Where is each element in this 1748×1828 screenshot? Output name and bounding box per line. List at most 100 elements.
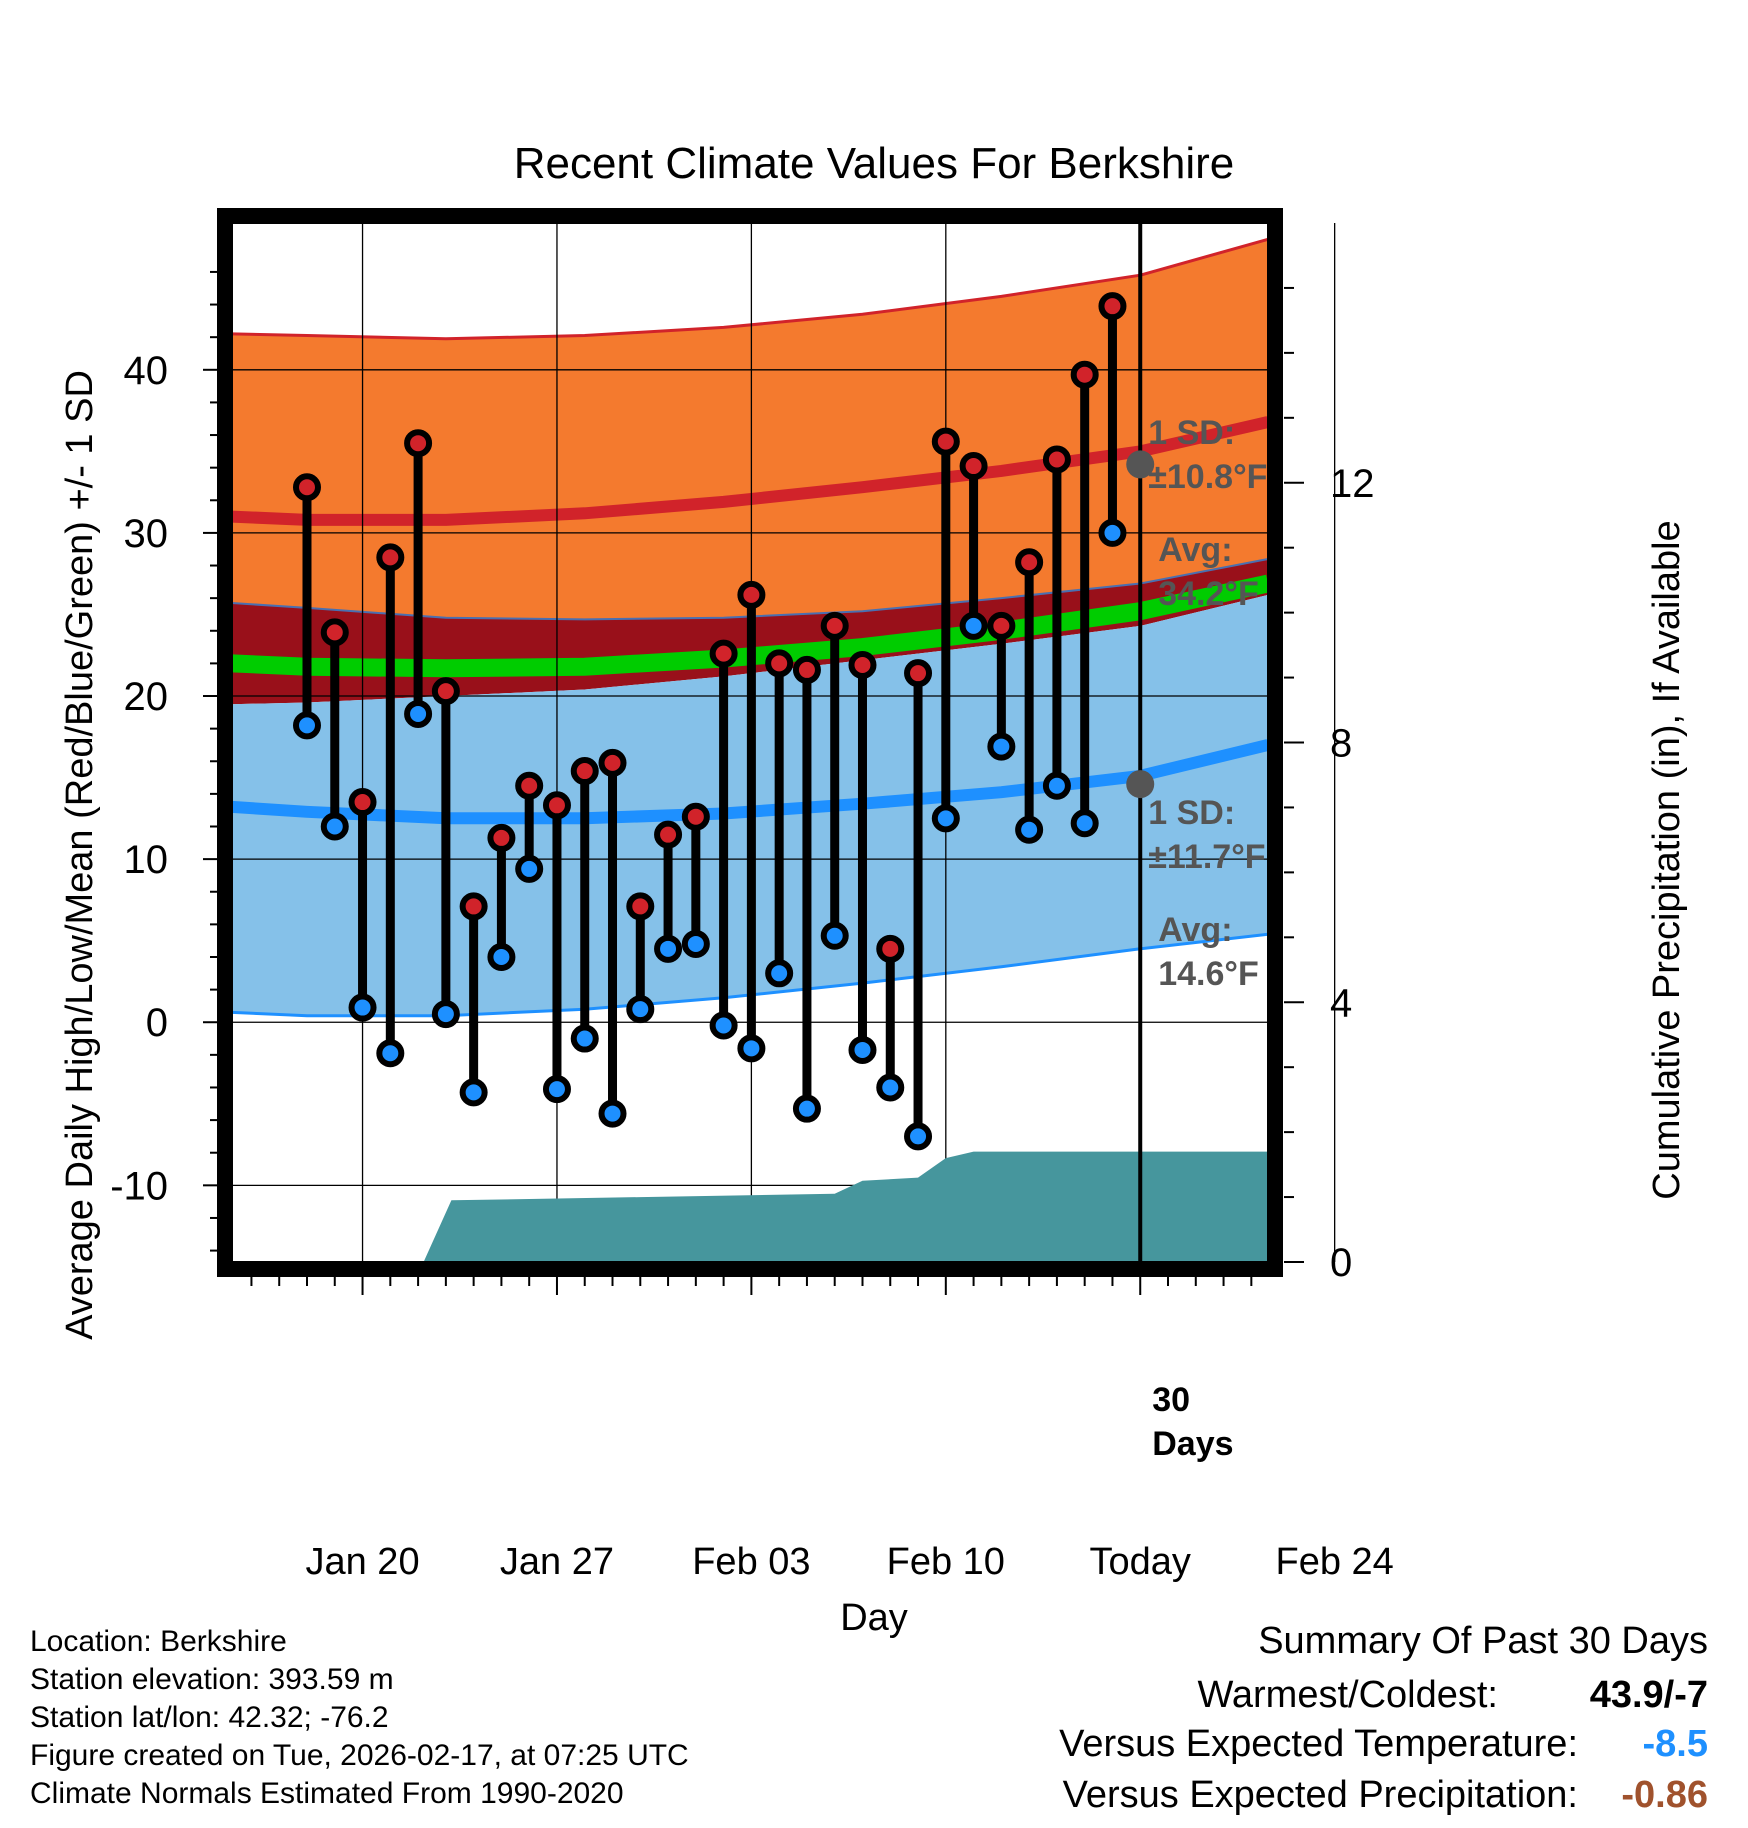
warmest-label: Warmest/Coldest:: [1197, 1674, 1498, 1716]
x-axis-label: Day: [840, 1597, 908, 1639]
x-tick-label: Feb 10: [887, 1541, 1005, 1583]
summary-panel: Summary Of Past 30 Days Warmest/Coldest:…: [808, 0, 1708, 1828]
daily-high-point: [765, 649, 794, 678]
daily-high-point: [431, 677, 460, 706]
precipitation-area: [423, 1151, 1269, 1262]
x-tick-label: Feb 24: [1276, 1541, 1394, 1583]
plot-frame: [217, 208, 1283, 1277]
y-tick-label: -10: [110, 1164, 168, 1208]
high-avg-label: 34.2°F: [1158, 575, 1259, 613]
daily-high-point: [459, 892, 488, 921]
created-text: Figure created on Tue, 2026-02-17, at 07…: [30, 1739, 689, 1772]
today-high-average-dot: [1126, 450, 1155, 479]
daily-high-point: [320, 618, 349, 647]
plot-border: [217, 208, 1283, 1277]
summary-precip-row: Versus Expected Precipitation: -0.86: [1063, 1774, 1708, 1817]
daily-low-point: [792, 1094, 821, 1123]
daily-low-point: [820, 921, 849, 950]
high-avg-label: Avg:: [1158, 531, 1232, 569]
daily-high-point: [598, 748, 627, 777]
daily-high-point: [1098, 292, 1127, 321]
daily-low-point: [570, 1024, 599, 1053]
low-avg-label: 14.6°F: [1158, 955, 1259, 993]
daily-high-point: [404, 429, 433, 458]
daily-low-point: [765, 959, 794, 988]
latlon-text: Station lat/lon: 42.32; -76.2: [30, 1701, 389, 1734]
daily-low-point: [904, 1122, 933, 1151]
y2-tick-label: 0: [1330, 1241, 1352, 1285]
today-low-average-dot: [1126, 770, 1155, 799]
daily-low-point: [1015, 815, 1044, 844]
x-tick-label: Feb 03: [692, 1541, 810, 1583]
daily-high-point: [292, 473, 321, 502]
y-tick-label: 40: [124, 349, 169, 393]
warmest-value: 43.9/-7: [1589, 1674, 1708, 1716]
high-average-line: [231, 416, 1270, 526]
y-tick-label: 20: [124, 675, 169, 719]
daily-high-point: [987, 611, 1016, 640]
high-sd-label: ±10.8°F: [1148, 458, 1267, 496]
low-sd-label: ±11.7°F: [1148, 838, 1265, 876]
summary-warmest-row: Warmest/Coldest: 43.9/-7: [1197, 1674, 1708, 1717]
daily-high-point: [931, 427, 960, 456]
daily-low-point: [959, 611, 988, 640]
axes: -10 0 10 20 30 40 0 4 8 12 Jan 20 Jan 27 Feb 03 Feb 1…: [110, 270, 1394, 1583]
temp-value: -8.5: [1642, 1723, 1708, 1765]
summary-title: Summary Of Past 30 Days: [1258, 1620, 1708, 1662]
daily-high-point: [792, 655, 821, 684]
daily-low-point: [931, 804, 960, 833]
daily-high-point: [654, 820, 683, 849]
daily-low-point: [487, 942, 516, 971]
y-tick-label: 30: [124, 512, 169, 556]
daily-high-point: [1015, 548, 1044, 577]
daily-low-point: [459, 1078, 488, 1107]
temp-label: Versus Expected Temperature:: [1059, 1723, 1578, 1765]
precip-label: Versus Expected Precipitation:: [1062, 1774, 1578, 1816]
daily-low-point: [654, 934, 683, 963]
daily-high-point: [542, 791, 571, 820]
y2-tick-label: 8: [1330, 722, 1352, 766]
daily-high-point: [570, 757, 599, 786]
daily-low-point: [320, 812, 349, 841]
precip-days-label: Days: [1152, 1425, 1233, 1463]
summary-temp-row: Versus Expected Temperature: -8.5: [1059, 1723, 1708, 1766]
daily-low-point: [348, 993, 377, 1022]
daily-high-point: [1042, 445, 1071, 474]
daily-high-point: [626, 892, 655, 921]
daily-low-point: [515, 854, 544, 883]
location-text: Location: Berkshire: [30, 1625, 287, 1658]
daily-high-point: [709, 639, 738, 668]
daily-low-point: [681, 929, 710, 958]
daily-low-point: [848, 1035, 877, 1064]
x-tick-label: Jan 27: [500, 1541, 614, 1583]
daily-low-point: [626, 995, 655, 1024]
daily-high-point: [1070, 360, 1099, 389]
daily-points: [292, 292, 1127, 1151]
y-axis-label: Average Daily High/Low/Mean (Red/Blue/Gr…: [59, 370, 101, 1340]
daily-stems: [302, 306, 1117, 1137]
daily-low-point: [737, 1034, 766, 1063]
high-sd-band: [232, 239, 1268, 620]
normals-text: Climate Normals Estimated From 1990-2020: [30, 1777, 624, 1810]
x-tick-label: Jan 20: [305, 1541, 419, 1583]
daily-high-point: [848, 651, 877, 680]
daily-high-point: [737, 580, 766, 609]
high-upper-line: [231, 237, 1269, 341]
daily-low-point: [292, 711, 321, 740]
high-sd-label: 1 SD:: [1148, 414, 1235, 452]
daily-low-point: [376, 1039, 405, 1068]
normal-labels: 1 SD: ±10.8°F Avg: 34.2°F 1 SD: ±11.7°F Avg: 14…: [1126, 414, 1267, 1463]
daily-low-point: [542, 1075, 571, 1104]
daily-high-point: [348, 788, 377, 817]
y2-tick-label: 4: [1330, 981, 1352, 1025]
footer-info: Location: Berkshire Station elevation: 3…: [30, 1623, 689, 1813]
daily-low-point: [987, 732, 1016, 761]
elevation-text: Station elevation: 393.59 m: [30, 1663, 394, 1696]
daily-low-point: [404, 699, 433, 728]
daily-low-point: [709, 1011, 738, 1040]
daily-low-point: [1098, 518, 1127, 547]
x-tick-label: Today: [1090, 1541, 1191, 1583]
low-sd-label: 1 SD:: [1148, 794, 1235, 832]
high-lower-line: [231, 558, 1269, 621]
